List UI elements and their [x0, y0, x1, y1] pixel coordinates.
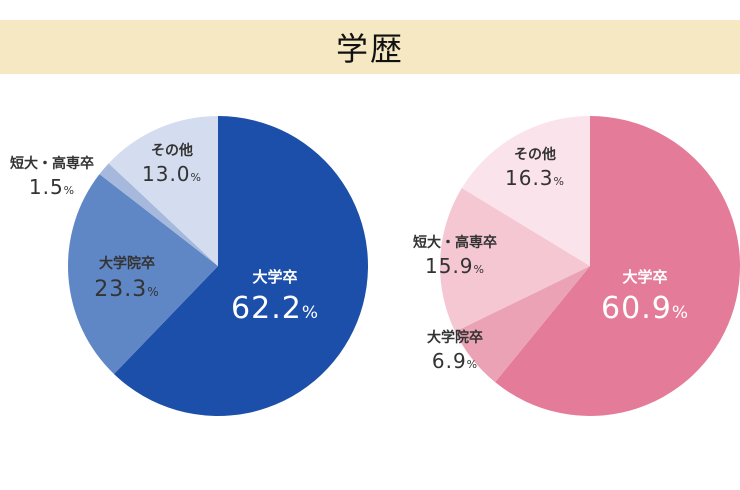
percent-unit: %	[474, 263, 485, 276]
pie-slice	[99, 163, 218, 266]
page-title: 学歴	[335, 30, 404, 68]
slice-label: 短大・高専卒	[10, 155, 94, 172]
pie-slice	[68, 174, 218, 375]
percent-unit: %	[672, 303, 689, 323]
pie-slice	[495, 116, 740, 416]
pie-slice	[108, 116, 218, 266]
slice-label: 短大・高専卒	[413, 234, 497, 251]
slice-label: 大学卒	[252, 268, 297, 286]
percent-unit: %	[302, 303, 319, 323]
slice-label: 大学院卒	[427, 329, 483, 346]
percent-unit: %	[64, 184, 75, 197]
percent-unit: %	[147, 285, 159, 299]
slice-label: 大学院卒	[99, 255, 155, 272]
percent-unit: %	[554, 175, 565, 188]
slice-label: 大学卒	[622, 268, 667, 286]
pie-slice	[455, 266, 590, 383]
slice-label: その他	[151, 142, 193, 159]
percent-unit: %	[467, 358, 478, 371]
pie-slice	[461, 116, 590, 266]
title-banner: 学歴	[0, 20, 740, 74]
percent-unit: %	[191, 171, 202, 184]
slice-value-label: 1.5%	[29, 175, 75, 199]
pie-slice	[440, 188, 590, 332]
pie-slice	[113, 116, 369, 417]
slice-label: その他	[514, 146, 556, 163]
